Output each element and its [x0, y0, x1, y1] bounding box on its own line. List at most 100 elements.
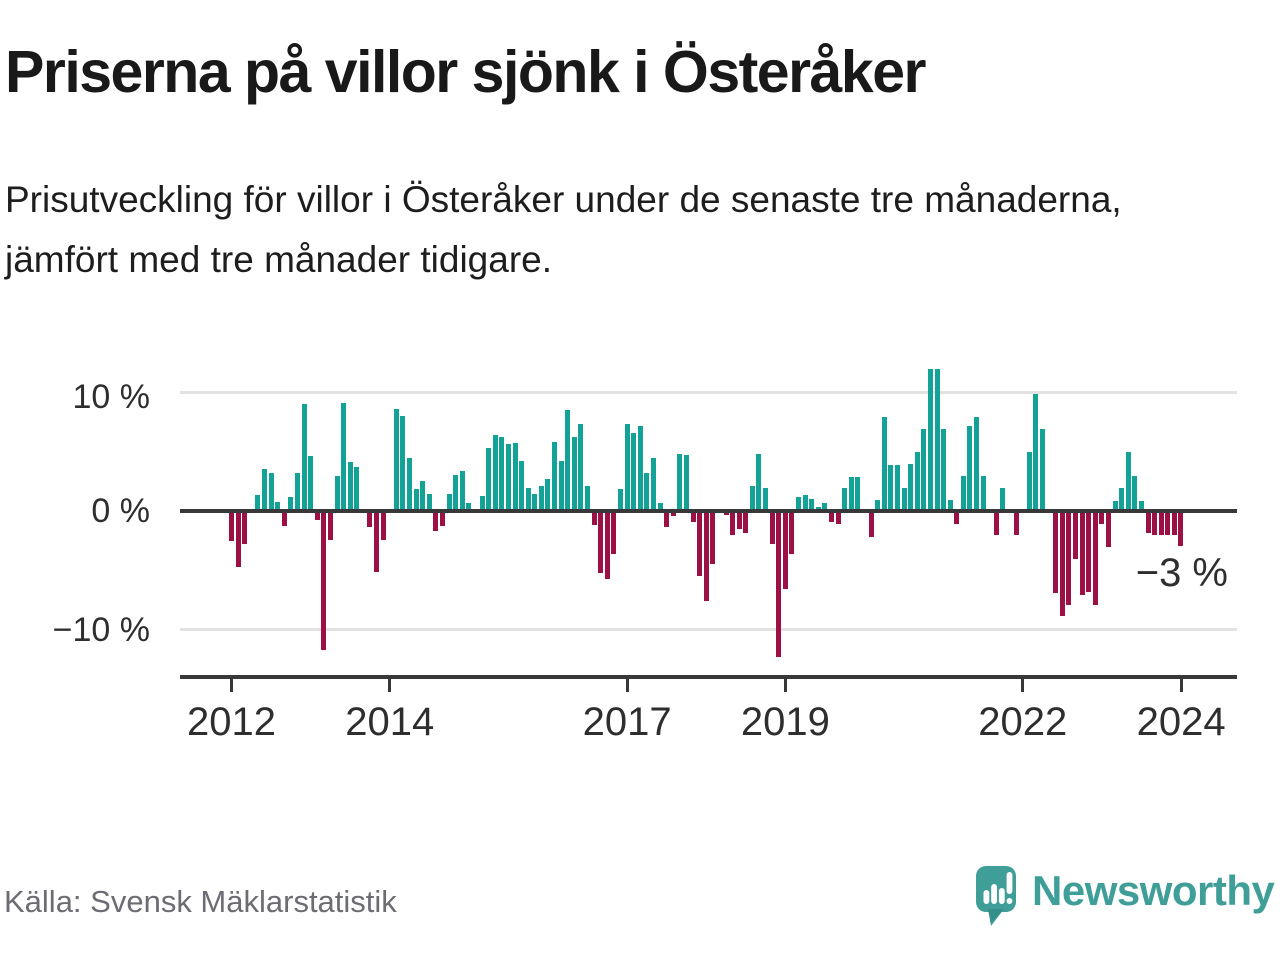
bar-positive-month — [354, 466, 360, 513]
bar-positive-month — [756, 453, 762, 513]
bar-negative-month — [782, 508, 788, 589]
bar-positive-month — [499, 437, 505, 513]
bar-negative-month — [1013, 508, 1019, 536]
bar-positive-month — [538, 485, 544, 513]
bar-negative-month — [776, 508, 782, 658]
bar-positive-month — [532, 493, 538, 513]
bar-positive-month — [802, 495, 808, 513]
bar-positive-month — [842, 487, 848, 513]
bar-positive-month — [334, 476, 340, 513]
bar-positive-month — [1000, 487, 1006, 513]
bar-positive-month — [809, 498, 815, 513]
bar-positive-month — [486, 447, 492, 513]
newsworthy-logo: Newsworthy — [976, 862, 1278, 932]
bar-positive-month — [301, 403, 307, 513]
bar-positive-month — [1040, 428, 1045, 513]
bar-positive-month — [848, 477, 854, 513]
bar-negative-month — [591, 508, 597, 525]
bar-positive-month — [1119, 487, 1125, 513]
bar-positive-month — [618, 489, 624, 513]
bar-positive-month — [1138, 501, 1144, 513]
bar-negative-month — [789, 508, 795, 555]
bar-positive-month — [479, 496, 485, 513]
bar-positive-month — [644, 472, 650, 513]
chart-subtitle: Prisutveckling för villor i Österåker un… — [5, 179, 1122, 280]
bar-negative-month — [367, 508, 373, 528]
x-axis-tick-2022 — [1021, 679, 1025, 692]
bar-negative-month — [703, 508, 709, 601]
bar-negative-month — [697, 508, 703, 576]
bar-positive-month — [796, 497, 802, 513]
bar-positive-month — [894, 465, 900, 513]
bar-negative-month — [1066, 508, 1072, 606]
bar-positive-month — [446, 493, 452, 513]
bar-positive-month — [637, 426, 643, 513]
bar-positive-month — [875, 499, 881, 513]
x-axis-tick-2019 — [783, 679, 787, 692]
bar-positive-month — [525, 487, 531, 513]
bar-positive-month — [960, 476, 966, 513]
bar-negative-month — [1053, 508, 1059, 594]
bar-positive-month — [921, 428, 927, 513]
bar-positive-month — [565, 409, 571, 513]
x-axis-label-2022: 2022 — [978, 700, 1068, 744]
x-axis-label-2017: 2017 — [582, 700, 672, 744]
bar-positive-month — [512, 442, 518, 513]
bar-positive-month — [888, 465, 894, 513]
bar-positive-month — [763, 487, 769, 513]
x-axis-label-2012: 2012 — [187, 700, 276, 744]
bar-negative-month — [1059, 508, 1065, 616]
bar-positive-month — [1112, 501, 1118, 513]
bar-negative-month — [1178, 508, 1184, 547]
bar-positive-month — [413, 489, 419, 513]
bar-positive-month — [631, 433, 637, 513]
bar-positive-month — [967, 426, 973, 513]
gridline-plus-10 — [180, 391, 1237, 394]
bar-positive-month — [578, 424, 584, 513]
bar-positive-month — [881, 416, 887, 513]
bar-negative-month — [229, 508, 234, 542]
bar-positive-month — [650, 458, 656, 513]
bar-positive-month — [1125, 452, 1131, 513]
bar-negative-month — [598, 508, 604, 574]
bar-negative-month — [1092, 508, 1098, 606]
x-axis-label-2019: 2019 — [740, 700, 830, 744]
x-axis-tick-2012 — [230, 679, 233, 692]
bar-positive-month — [420, 480, 426, 513]
bar-positive-month — [558, 460, 564, 513]
zero-baseline — [180, 508, 1237, 513]
bar-positive-month — [974, 416, 980, 513]
bar-negative-month — [1145, 508, 1151, 533]
bar-negative-month — [664, 508, 670, 528]
bar-negative-month — [604, 508, 610, 580]
bar-negative-month — [281, 508, 287, 526]
bar-positive-month — [268, 472, 274, 513]
bar-negative-month — [1079, 508, 1085, 595]
bar-negative-month — [954, 508, 960, 524]
bar-positive-month — [288, 497, 294, 513]
bar-positive-month — [677, 453, 683, 513]
bar-positive-month — [980, 476, 986, 513]
bar-negative-month — [690, 508, 696, 523]
bar-positive-month — [1026, 452, 1032, 513]
bar-negative-month — [327, 508, 333, 541]
bar-positive-month — [552, 441, 558, 513]
bar-negative-month — [611, 508, 617, 555]
bar-positive-month — [683, 454, 689, 513]
bar-positive-month — [261, 469, 267, 513]
bar-positive-month — [1033, 394, 1039, 513]
bar-negative-month — [868, 508, 874, 537]
x-axis-tick-2024 — [1179, 679, 1183, 692]
bar-negative-month — [380, 508, 386, 541]
x-axis-tick-2017 — [625, 679, 629, 692]
bar-positive-month — [400, 415, 406, 513]
bar-negative-month — [769, 508, 775, 544]
bar-negative-month — [1105, 508, 1111, 548]
bar-negative-month — [374, 508, 380, 573]
bar-negative-month — [321, 508, 327, 651]
chart-title: Priserna på villor sjönk i Österåker — [5, 39, 926, 105]
gridline-minus-10 — [180, 628, 1237, 631]
bar-positive-month — [275, 502, 281, 513]
x-axis-tick-2014 — [388, 679, 392, 692]
